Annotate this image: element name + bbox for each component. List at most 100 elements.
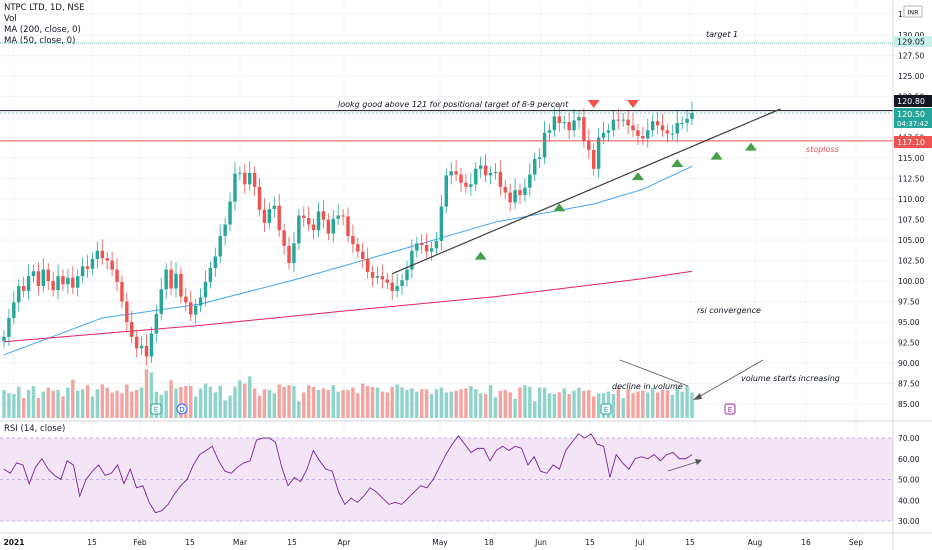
candle-body — [665, 130, 670, 134]
earnings-marker-3[interactable] — [724, 403, 736, 415]
candle-body — [626, 119, 630, 126]
volume-bar — [272, 393, 277, 418]
candle-body — [71, 277, 75, 288]
candle-body — [17, 285, 21, 303]
candle-body — [680, 122, 684, 124]
support-trendline — [391, 108, 781, 275]
volume-bar — [390, 386, 394, 418]
volume-bar — [528, 386, 532, 418]
candle-body — [493, 172, 498, 174]
currency-badge[interactable] — [903, 5, 923, 18]
volume-bar — [311, 386, 316, 418]
candle-body — [690, 113, 694, 119]
candle-body — [228, 201, 232, 225]
rsi-legend[interactable]: RSI (14, close) — [4, 424, 66, 434]
candle-body — [370, 272, 375, 278]
volume-bar — [346, 390, 350, 418]
volume-bar — [321, 388, 326, 418]
level-annotation: lookg good above 121 for positional targ… — [338, 100, 569, 109]
volume-bar — [292, 386, 296, 418]
candle-body — [26, 276, 31, 291]
candle-body — [36, 271, 41, 286]
volume-bar — [36, 398, 41, 418]
volume-bar — [626, 389, 630, 418]
countdown-label: 04:37:42 — [897, 120, 928, 128]
candle-body — [415, 243, 419, 251]
earnings-marker-2[interactable] — [600, 403, 612, 415]
ma50-legend[interactable]: MA (50, close, 0) — [4, 36, 76, 46]
candle-body — [621, 119, 625, 121]
volume-increase-annotation: volume starts increasing — [741, 374, 840, 383]
level-price-badge — [894, 95, 932, 107]
candle-body — [513, 190, 517, 203]
symbol-title[interactable]: NTPC LTD, 1D, NSE — [4, 3, 85, 13]
candle-body — [459, 174, 463, 183]
volume-bar — [591, 396, 596, 418]
volume-bar — [31, 386, 36, 418]
volume-bar — [233, 386, 237, 418]
time-tick-label: 16 — [801, 538, 811, 547]
ma200-legend[interactable]: MA (200, close, 0) — [4, 25, 81, 35]
volume-bar — [596, 393, 601, 418]
candle-body — [267, 208, 272, 223]
volume-bar — [410, 388, 414, 418]
dividend-marker[interactable] — [176, 403, 188, 415]
volume-bar — [2, 390, 6, 418]
rsi-convergence-arrowhead — [695, 459, 702, 465]
volume-bar — [139, 387, 144, 418]
candle-body — [189, 302, 193, 315]
rsi-tick-label: 60.00 — [898, 455, 920, 464]
volume-bar — [439, 387, 444, 418]
candle-body — [587, 140, 591, 150]
rsi-tick-label: 50.00 — [898, 476, 920, 485]
rsi-convergence-arrow — [667, 460, 701, 472]
volume-bar — [41, 391, 46, 418]
volume-bar — [454, 390, 458, 418]
stoploss-price-badge — [894, 136, 932, 148]
volume-bar — [513, 398, 517, 418]
volume-bar — [169, 380, 173, 418]
candle-body — [375, 276, 380, 278]
currency-badge-label: INR — [907, 9, 919, 17]
candle-body — [95, 250, 100, 259]
dividend-marker-label: D — [179, 406, 184, 414]
arrow-up-marker — [710, 151, 723, 160]
volume-bar — [533, 401, 537, 418]
event-markers: E D E E — [150, 403, 736, 415]
volume-bar — [120, 393, 124, 418]
arrow-down-marker — [587, 100, 600, 109]
volume-bar — [518, 387, 522, 418]
chart-legend: NTPC LTD, 1D, NSE Vol MA (200, close, 0)… — [4, 3, 85, 47]
candle-body — [611, 119, 616, 131]
volume-bar — [483, 394, 488, 418]
volume-bar — [567, 394, 571, 418]
volume-bar — [400, 387, 404, 418]
volume-bar — [61, 396, 65, 418]
volume-bar — [429, 394, 434, 418]
candle-body — [577, 117, 581, 121]
candle-body — [218, 235, 222, 257]
time-tick-label: 2021 — [4, 538, 25, 547]
volume-bar — [247, 376, 252, 418]
volume-increase-arrow — [696, 359, 764, 399]
earnings-marker-1[interactable] — [150, 403, 162, 415]
volume-bar — [375, 387, 380, 418]
volume-bar — [179, 386, 183, 418]
price-tick-label: 112.50 — [898, 175, 924, 184]
volume-bar — [365, 386, 370, 418]
candle-body — [21, 285, 26, 291]
candle-body — [444, 175, 449, 207]
price-tick-label: 115.00 — [898, 154, 924, 163]
volume-bars — [2, 369, 694, 418]
rsi-series-line — [3, 433, 693, 514]
volume-bar — [174, 388, 178, 418]
candle-body — [439, 206, 444, 241]
candle-body — [650, 121, 655, 131]
candle-body — [213, 256, 218, 268]
volume-bar — [282, 386, 286, 418]
earnings-marker-1-label: E — [154, 406, 158, 414]
volume-bar — [110, 392, 114, 418]
volume-legend[interactable]: Vol — [4, 14, 17, 24]
volume-bar — [184, 386, 188, 418]
